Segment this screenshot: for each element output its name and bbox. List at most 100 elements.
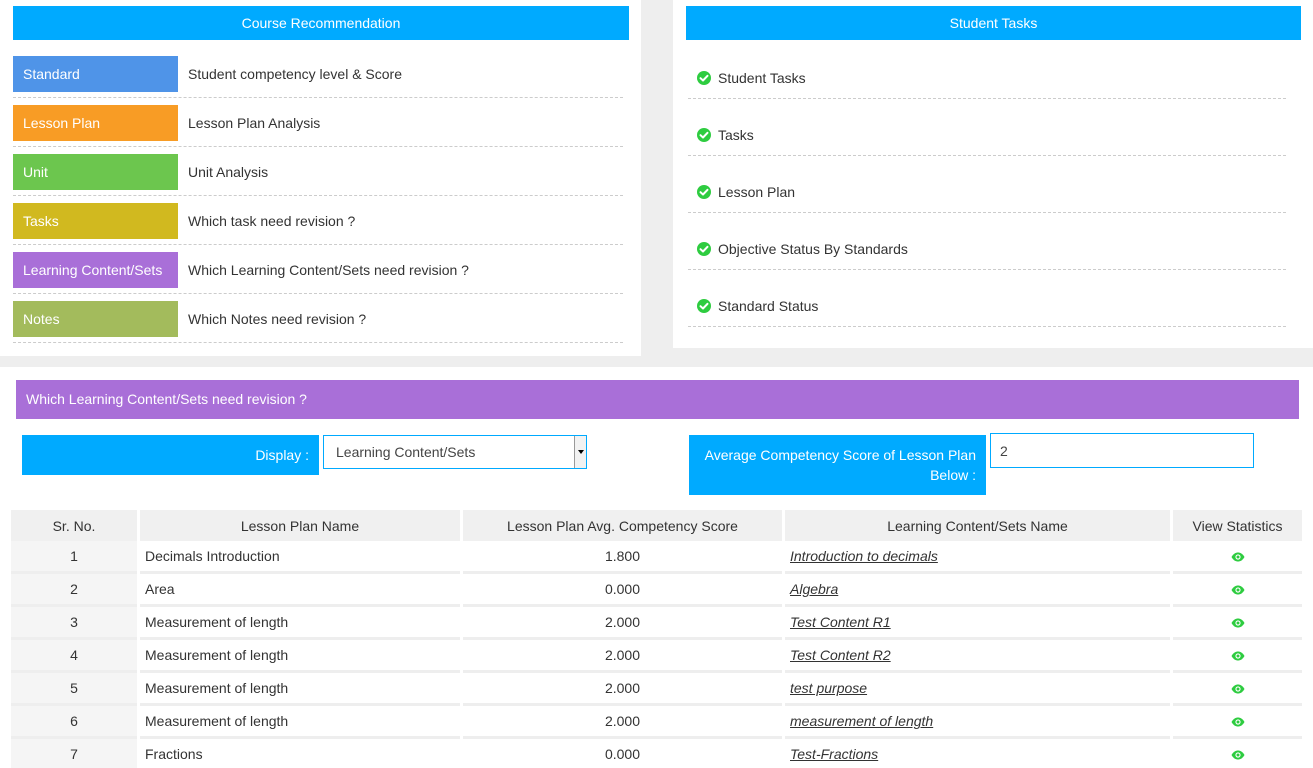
cell-view-statistics xyxy=(1173,541,1302,574)
cell-lesson-plan-name: Measurement of length xyxy=(140,706,460,739)
student-task-label[interactable]: Standard Status xyxy=(718,298,819,314)
eye-icon[interactable] xyxy=(1231,648,1245,664)
check-circle-icon xyxy=(697,71,711,85)
content-link[interactable]: Introduction to decimals xyxy=(790,548,938,564)
display-select-value: Learning Content/Sets xyxy=(336,444,476,460)
cell-view-statistics xyxy=(1173,574,1302,607)
cell-view-statistics xyxy=(1173,706,1302,739)
cell-avg-score: 2.000 xyxy=(463,640,782,673)
cell-avg-score: 0.000 xyxy=(463,739,782,768)
divider xyxy=(688,212,1286,213)
recommendation-row: Learning Content/Sets Which Learning Cont… xyxy=(13,252,623,301)
avg-score-input[interactable] xyxy=(990,433,1254,468)
cell-lesson-plan-name: Area xyxy=(140,574,460,607)
student-task-item[interactable]: Tasks xyxy=(688,115,1286,172)
cell-lesson-plan-name: Fractions xyxy=(140,739,460,768)
recommendation-row: Tasks Which task need revision ? xyxy=(13,203,623,252)
display-select[interactable]: Learning Content/Sets xyxy=(323,435,587,469)
student-task-item[interactable]: Objective Status By Standards xyxy=(688,229,1286,286)
cell-lesson-plan-name: Measurement of length xyxy=(140,607,460,640)
cell-lesson-plan-name: Measurement of length xyxy=(140,673,460,706)
check-circle-icon xyxy=(697,299,711,313)
table-row: 4 Measurement of length 2.000 Test Content … xyxy=(11,640,1302,673)
cell-avg-score: 2.000 xyxy=(463,706,782,739)
eye-icon[interactable] xyxy=(1231,714,1245,730)
course-recommendation-panel: Course Recommendation Standard Student co… xyxy=(0,0,641,356)
recommendation-description: Student competency level & Score xyxy=(188,66,403,82)
student-task-item[interactable]: Standard Status xyxy=(688,286,1286,343)
eye-icon[interactable] xyxy=(1231,582,1245,598)
cell-content-name: Introduction to decimals xyxy=(785,541,1170,574)
chevron-down-icon[interactable] xyxy=(574,436,586,468)
cell-content-name: test purpose xyxy=(785,673,1170,706)
content-link[interactable]: Test Content R1 xyxy=(790,614,891,630)
student-task-item[interactable]: Lesson Plan xyxy=(688,172,1286,229)
recommendation-tag-button[interactable]: Notes xyxy=(13,301,178,337)
student-tasks-title: Student Tasks xyxy=(686,6,1301,40)
table-row: 1 Decimals Introduction 1.800 Introduction … xyxy=(11,541,1302,574)
divider xyxy=(688,98,1286,99)
content-link[interactable]: Test-Fractions xyxy=(790,746,879,762)
content-link[interactable]: Algebra xyxy=(790,581,839,597)
cell-view-statistics xyxy=(1173,673,1302,706)
cell-content-name: Test Content R1 xyxy=(785,607,1170,640)
revision-table: Sr. No. Lesson Plan Name Lesson Plan Avg… xyxy=(8,510,1305,768)
header-view-statistics: View Statistics xyxy=(1173,510,1302,541)
recommendation-tag-button[interactable]: Unit xyxy=(13,154,178,190)
avg-score-label: Average Competency Score of Lesson Plan … xyxy=(689,435,986,495)
table-row: 7 Fractions 0.000 Test-Fractions xyxy=(11,739,1302,768)
content-link[interactable]: measurement of length xyxy=(790,713,934,729)
cell-avg-score: 2.000 xyxy=(463,607,782,640)
table-row: 6 Measurement of length 2.000 measurement o… xyxy=(11,706,1302,739)
cell-content-name: Algebra xyxy=(785,574,1170,607)
student-task-label[interactable]: Lesson Plan xyxy=(718,184,796,200)
cell-sr-no: 1 xyxy=(11,541,137,574)
divider xyxy=(688,155,1286,156)
recommendation-row: Standard Student competency level & Score xyxy=(13,56,623,105)
student-task-label[interactable]: Objective Status By Standards xyxy=(718,241,908,257)
check-circle-icon xyxy=(697,185,711,199)
header-sr-no: Sr. No. xyxy=(11,510,137,541)
cell-sr-no: 3 xyxy=(11,607,137,640)
cell-view-statistics xyxy=(1173,607,1302,640)
revision-panel: Which Learning Content/Sets need revisio… xyxy=(0,367,1313,768)
cell-content-name: Test Content R2 xyxy=(785,640,1170,673)
recommendation-description: Which task need revision ? xyxy=(188,213,356,229)
cell-lesson-plan-name: Measurement of length xyxy=(140,640,460,673)
table-row: 5 Measurement of length 2.000 test purpose xyxy=(11,673,1302,706)
recommendation-row: Unit Unit Analysis xyxy=(13,154,623,203)
student-task-item[interactable]: Student Tasks xyxy=(688,58,1286,115)
check-circle-icon xyxy=(697,128,711,142)
check-circle-icon xyxy=(697,242,711,256)
cell-content-name: Test-Fractions xyxy=(785,739,1170,768)
divider xyxy=(688,269,1286,270)
eye-icon[interactable] xyxy=(1231,747,1245,763)
cell-avg-score: 0.000 xyxy=(463,574,782,607)
cell-sr-no: 2 xyxy=(11,574,137,607)
cell-content-name: measurement of length xyxy=(785,706,1170,739)
recommendation-row: Notes Which Notes need revision ? xyxy=(13,301,623,350)
cell-lesson-plan-name: Decimals Introduction xyxy=(140,541,460,574)
cell-sr-no: 4 xyxy=(11,640,137,673)
content-link[interactable]: Test Content R2 xyxy=(790,647,891,663)
student-task-label[interactable]: Tasks xyxy=(718,127,754,143)
recommendation-tag-button[interactable]: Lesson Plan xyxy=(13,105,178,141)
recommendation-description: Which Learning Content/Sets need revisio… xyxy=(188,262,469,278)
content-link[interactable]: test purpose xyxy=(790,680,868,696)
divider xyxy=(13,146,623,147)
cell-avg-score: 1.800 xyxy=(463,541,782,574)
recommendation-tag-button[interactable]: Tasks xyxy=(13,203,178,239)
cell-sr-no: 6 xyxy=(11,706,137,739)
table-body: 1 Decimals Introduction 1.800 Introduction … xyxy=(11,541,1302,768)
course-recommendation-title: Course Recommendation xyxy=(13,6,629,40)
student-tasks-panel: Student Tasks Student Tasks Tasks Lesson P… xyxy=(673,0,1313,348)
eye-icon[interactable] xyxy=(1231,615,1245,631)
table-row: 2 Area 0.000 Algebra xyxy=(11,574,1302,607)
recommendation-tag-button[interactable]: Standard xyxy=(13,56,178,92)
student-task-label[interactable]: Student Tasks xyxy=(718,70,806,86)
cell-avg-score: 2.000 xyxy=(463,673,782,706)
section-title: Which Learning Content/Sets need revisio… xyxy=(16,380,1299,419)
eye-icon[interactable] xyxy=(1231,681,1245,697)
eye-icon[interactable] xyxy=(1231,549,1245,565)
recommendation-tag-button[interactable]: Learning Content/Sets xyxy=(13,252,178,288)
